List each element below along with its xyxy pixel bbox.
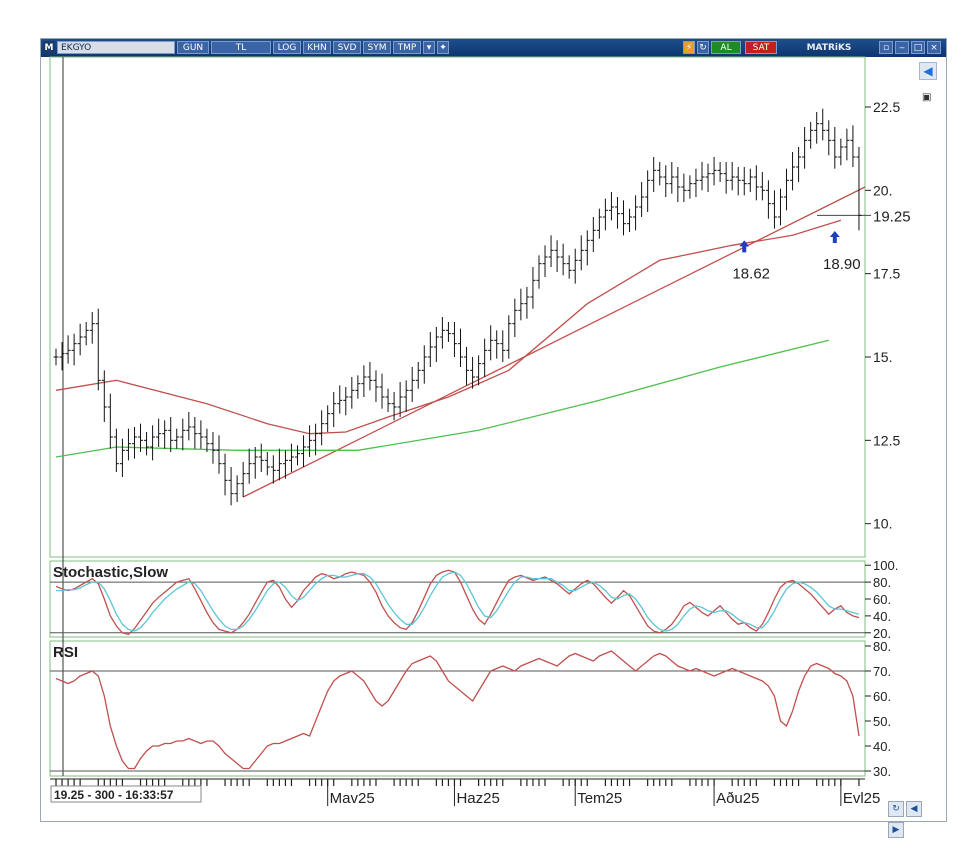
status-readout: 19.25 - 300 - 16:33:57 [54,788,174,802]
rsi-panel-frame [49,640,866,777]
x-axis-month-label: Aðu25 [716,790,759,807]
x-axis-month-label: Haz25 [456,790,499,807]
log-scale-button[interactable]: LOG [273,41,301,54]
last-price-label: 19.25 [873,208,911,225]
app-logo: M [43,41,55,54]
brand-logo: MATRiKS [806,43,852,53]
refresh-chart-icon[interactable]: ↻ [888,801,904,817]
minimize-icon[interactable]: ‒ [895,41,909,54]
stochastic-ytick-label: 60. [873,592,891,607]
khn-button[interactable]: KHN [303,41,331,54]
settings-icon[interactable]: ▫ [879,41,893,54]
rsi-ytick-label: 30. [873,764,891,779]
maximize-icon[interactable]: □ [911,41,925,54]
lightning-icon[interactable]: ⚡ [683,41,695,54]
svd-button[interactable]: SVD [333,41,361,54]
x-axis-month-label: Mav25 [330,790,375,807]
buy-button[interactable]: AL [711,41,741,54]
rsi-ytick-label: 50. [873,714,891,729]
rsi-ytick-label: 70. [873,664,891,679]
template-button[interactable]: TMP [393,41,421,54]
stochastic-series-line [55,569,860,636]
price-ytick-label: 20. [873,182,892,198]
stochastic-ytick-label: 80. [873,575,891,590]
support-level-label: 18.90 [823,256,861,273]
stochastic-ytick-label: 100. [873,558,898,573]
rsi-title: RSI [53,644,78,661]
support-arrow-icon [739,240,750,253]
toolbar: M EKGYO GUN TL LOG KHN SVD SYM TMP ▾ ✦ ⚡… [41,39,946,57]
price-ytick-label: 12.5 [873,432,900,448]
rsi-ytick-label: 80. [873,639,891,654]
rsi-ytick-label: 60. [873,689,891,704]
support-level-label: 18.62 [732,265,770,282]
currency-button[interactable]: TL [211,41,271,54]
x-axis-month-label: Evl25 [843,790,881,807]
price-ytick-label: 10. [873,516,892,532]
price-ytick-label: 15. [873,349,892,365]
stochastic-series-line [56,571,860,632]
x-axis-month-label: Tem25 [577,790,622,807]
nav-right-icon[interactable]: ▶ [888,822,904,838]
overlay-ma-long [55,339,829,458]
stochastic-ytick-label: 40. [873,609,891,624]
status-readout-box [50,785,202,803]
rsi-ytick-label: 40. [873,739,891,754]
stochastic-panel-frame [49,560,866,638]
chart-window: M EKGYO GUN TL LOG KHN SVD SYM TMP ▾ ✦ ⚡… [40,38,947,822]
scroll-left-button[interactable]: ◀ [919,62,937,80]
arrow-left-icon: ◀ [923,64,933,78]
price-ytick-label: 17.5 [873,266,900,282]
sym-button[interactable]: SYM [363,41,391,54]
period-button[interactable]: GUN [177,41,209,54]
dropdown-arrow-icon[interactable]: ▾ [423,41,435,54]
rsi-series-line [55,650,860,770]
panel-marker-icon: ▣ [922,92,932,103]
overlay-ma-short [55,219,842,435]
refresh-icon[interactable]: ↻ [697,41,709,54]
nav-left-icon[interactable]: ◀ [906,801,922,817]
symbol-field[interactable]: EKGYO [57,41,175,54]
stochastic-title: Stochastic,Slow [53,564,168,581]
sell-button[interactable]: SAT [745,41,777,54]
overlay-trendline [242,186,866,498]
support-arrow-icon [829,231,840,243]
price-ytick-label: 22.5 [873,99,900,115]
bird-icon[interactable]: ✦ [437,41,449,54]
close-icon[interactable]: × [927,41,941,54]
navigation-buttons: ↻ ◀▶ [888,796,940,838]
stochastic-ytick-label: 20. [873,626,891,641]
price-panel-frame [49,56,866,558]
